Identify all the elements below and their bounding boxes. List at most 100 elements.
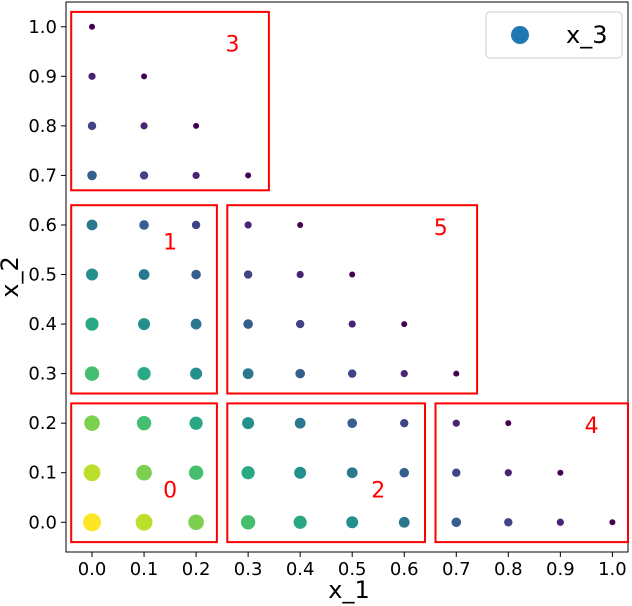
data-point [297, 221, 304, 228]
data-point [296, 270, 304, 279]
data-point [89, 23, 96, 30]
data-point [83, 464, 101, 482]
data-point [85, 317, 99, 331]
x-tick-label: 0.5 [338, 559, 367, 580]
data-point [401, 321, 408, 328]
data-point [83, 513, 102, 532]
y-tick-label: 1.0 [28, 17, 57, 38]
region-box-0 [70, 402, 218, 544]
region-label-0: 0 [163, 479, 177, 504]
data-point [243, 319, 253, 329]
region-box-4 [434, 402, 629, 544]
data-point [138, 269, 150, 280]
data-point [451, 517, 462, 528]
data-point [348, 369, 357, 378]
legend-marker [511, 26, 529, 44]
data-point [137, 367, 151, 381]
data-point [139, 171, 149, 180]
data-point [242, 368, 254, 380]
data-point [609, 519, 616, 526]
data-point [346, 516, 359, 529]
data-point [453, 370, 460, 377]
x-tick-label: 0.9 [546, 559, 575, 580]
y-tick-label: 0.0 [28, 512, 57, 533]
x-axis: 0.0 0.1 0.2 0.3 0.4 0.5 0.6 0.7 0.8 0.9 1.0 [78, 552, 627, 580]
region-box-2 [226, 402, 426, 544]
data-point [141, 73, 148, 80]
x-tick-label: 0.2 [182, 559, 211, 580]
y-tick-label: 0.4 [28, 314, 57, 335]
region-boxes [70, 10, 629, 544]
data-point [136, 415, 152, 431]
data-point [399, 467, 410, 478]
region-label-1: 1 [163, 231, 177, 256]
data-point [193, 122, 200, 129]
region-label-5: 5 [434, 216, 448, 241]
data-point [504, 518, 513, 527]
region-box-5 [226, 204, 479, 395]
data-point [240, 515, 256, 530]
data-point [398, 516, 410, 528]
data-point [188, 465, 204, 480]
data-point [84, 415, 100, 431]
x-axis-title: x_1 [328, 576, 369, 604]
data-point [136, 464, 152, 481]
legend-box [485, 11, 623, 59]
data-point [190, 367, 203, 380]
region-box-3 [70, 10, 270, 192]
y-tick-label: 0.2 [28, 413, 57, 434]
plot-area: 0 1 2 3 4 5 [65, 1, 629, 553]
y-tick-label: 0.3 [28, 364, 57, 385]
data-point [241, 466, 255, 480]
data-point [556, 518, 564, 526]
x-tick-label: 0.7 [442, 559, 471, 580]
data-point [139, 220, 149, 230]
data-point [504, 469, 512, 477]
data-point [135, 513, 153, 531]
data-point [347, 418, 358, 428]
data-point [189, 416, 203, 430]
data-point [242, 417, 255, 430]
x-tick-label: 0.0 [78, 559, 107, 580]
x-tick-label: 0.1 [130, 559, 159, 580]
y-axis: 0.0 0.1 0.2 0.3 0.4 0.5 0.6 0.7 0.8 0.9 1.0 [28, 17, 66, 533]
data-point [188, 514, 204, 531]
y-tick-label: 0.1 [28, 463, 57, 484]
x-tick-label: 0.4 [286, 559, 315, 580]
y-tick-label: 0.8 [28, 116, 57, 137]
data-point [557, 469, 564, 476]
data-point [295, 368, 305, 379]
data-point [452, 419, 460, 427]
region-box-1 [70, 204, 218, 395]
data-point [245, 172, 252, 179]
data-point [86, 268, 99, 281]
region-labels: 0 1 2 3 4 5 [163, 33, 598, 504]
data-points [83, 23, 616, 532]
region-label-3: 3 [226, 33, 240, 58]
y-tick-label: 0.9 [28, 66, 57, 87]
x-tick-label: 0.3 [234, 559, 263, 580]
data-point [87, 121, 97, 131]
data-point [86, 219, 98, 231]
region-label-4: 4 [585, 414, 599, 439]
data-point [346, 467, 358, 479]
data-point [190, 318, 202, 330]
x-tick-label: 0.6 [390, 559, 419, 580]
y-tick-label: 0.5 [28, 265, 57, 286]
y-tick-label: 0.7 [28, 165, 57, 186]
data-point [294, 417, 306, 429]
y-tick-label: 0.6 [28, 215, 57, 236]
region-label-2: 2 [371, 479, 385, 504]
y-axis-title: x_2 [0, 256, 24, 297]
legend: x_3 [485, 11, 623, 59]
data-point [400, 418, 409, 428]
data-point [140, 122, 148, 130]
data-point [138, 318, 151, 331]
data-point [191, 220, 201, 230]
x-tick-label: 0.8 [494, 559, 523, 580]
data-point [505, 420, 512, 427]
data-point [192, 171, 200, 180]
data-point [88, 72, 96, 80]
data-point [294, 466, 307, 479]
